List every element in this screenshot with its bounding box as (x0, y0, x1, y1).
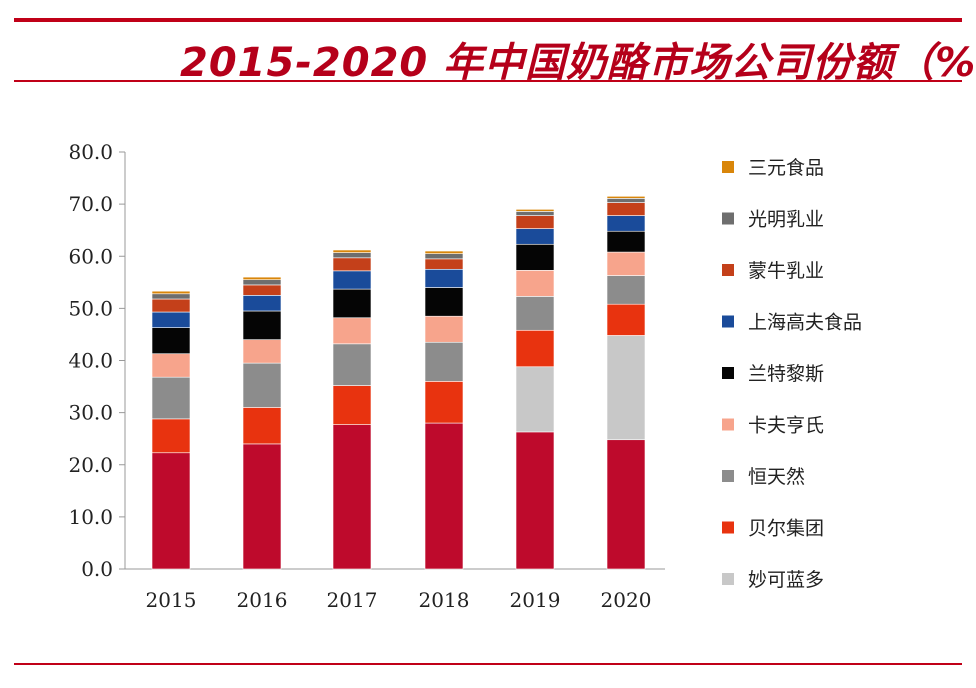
bar-segment-2019-兰特黎斯 (515, 243, 555, 271)
legend-swatch (722, 521, 734, 534)
bar-segment-2019-三元食品 (515, 209, 555, 212)
bar-segment-2016-兰特黎斯 (242, 310, 282, 340)
bar-segment-2019-蒙牛乳业 (515, 215, 555, 229)
bar-segment-2018-卡夫亨氏 (424, 315, 464, 343)
legend-label: 妙可蓝多 (748, 569, 824, 591)
bar-segment-2018-光明乳业 (424, 253, 464, 260)
legend-swatch (722, 573, 734, 585)
bar-segment-2017-贝尔集团 (332, 385, 372, 425)
bar-segment-2017-蒙牛乳业 (332, 257, 372, 272)
bar-segment-2020-卡夫亨氏 (606, 251, 646, 276)
legend-swatch (722, 367, 734, 379)
legend-swatch (722, 418, 734, 431)
y-tick-label: 10.0 (68, 505, 113, 529)
y-tick-label: 80.0 (68, 140, 113, 164)
x-tick-label: 2018 (419, 588, 470, 612)
bar-segment-2018-兰特黎斯 (424, 287, 464, 317)
bar-segment-2020-三元食品 (606, 196, 646, 199)
bar-segment-2015-恒天然 (151, 376, 191, 420)
bar-segment-2018-上海高夫食品 (424, 268, 464, 288)
bar-segment-2016-蒙牛乳业 (242, 284, 282, 296)
bar-segment-2018-蒙牛乳业 (424, 258, 464, 270)
y-tick-label: 60.0 (68, 244, 113, 268)
legend-swatch (722, 161, 734, 173)
bar-segment-2018-恒天然 (424, 341, 464, 382)
bar-segment-2018-base (424, 422, 464, 570)
bar-segment-2016-三元食品 (242, 276, 282, 281)
bar-segment-2020-蒙牛乳业 (606, 202, 646, 216)
bar-segment-2019-光明乳业 (515, 211, 555, 216)
legend-label: 三元食品 (748, 157, 824, 179)
bar-segment-2015-base (151, 452, 191, 570)
bar-segment-2019-卡夫亨氏 (515, 270, 555, 297)
top-rule (14, 18, 962, 22)
bar-segment-2015-光明乳业 (151, 293, 191, 300)
legend-label: 贝尔集团 (748, 518, 824, 540)
bar-segment-2020-base (606, 439, 646, 570)
bar-segment-2019-妙可蓝多 (515, 366, 555, 433)
chart-title: 2015-2020 年中国奶酪市场公司份额（%） (180, 40, 976, 86)
bar-segment-2020-光明乳业 (606, 198, 646, 203)
bar-segment-2015-上海高夫食品 (151, 311, 191, 328)
bottom-rule (14, 663, 962, 665)
legend-label: 恒天然 (748, 466, 805, 488)
legend-swatch (722, 315, 734, 328)
bar-segment-2016-上海高夫食品 (242, 295, 282, 312)
x-tick-label: 2020 (601, 588, 652, 612)
bar-segment-2019-base (515, 431, 555, 570)
legend-swatch (722, 264, 734, 276)
bar-segment-2020-贝尔集团 (606, 303, 646, 336)
bar-segment-2017-卡夫亨氏 (332, 317, 372, 345)
bar-segment-2018-三元食品 (424, 250, 464, 254)
bar-segment-2017-上海高夫食品 (332, 270, 372, 290)
bar-segment-2020-妙可蓝多 (606, 335, 646, 441)
bar-segment-2017-恒天然 (332, 343, 372, 386)
bar-segment-2020-上海高夫食品 (606, 215, 646, 232)
legend-swatch (722, 212, 734, 225)
y-tick-label: 0.0 (81, 557, 113, 581)
x-tick-label: 2019 (510, 588, 561, 612)
legend-label: 蒙牛乳业 (748, 260, 824, 282)
bar-segment-2020-恒天然 (606, 275, 646, 305)
legend-swatch (722, 470, 734, 482)
legend-label: 上海高夫食品 (748, 312, 862, 334)
x-tick-label: 2016 (237, 588, 288, 612)
bar-segment-2018-贝尔集团 (424, 381, 464, 424)
y-tick-label: 20.0 (68, 453, 113, 477)
y-tick-label: 50.0 (68, 296, 113, 320)
bar-segment-2019-恒天然 (515, 296, 555, 331)
bar-segment-2016-恒天然 (242, 362, 282, 408)
bar-segment-2016-卡夫亨氏 (242, 339, 282, 364)
bar-segment-2017-兰特黎斯 (332, 288, 372, 319)
x-tick-label: 2015 (146, 588, 197, 612)
y-tick-label: 70.0 (68, 192, 113, 216)
bar-segment-2015-兰特黎斯 (151, 327, 191, 355)
y-tick-label: 40.0 (68, 349, 113, 373)
bar-segment-2015-蒙牛乳业 (151, 298, 191, 313)
bar-segment-2015-三元食品 (151, 290, 191, 295)
bar-segment-2016-光明乳业 (242, 279, 282, 286)
bar-segment-2017-三元食品 (332, 249, 372, 253)
x-tick-label: 2017 (327, 588, 378, 612)
bar-segment-2015-贝尔集团 (151, 418, 191, 454)
legend-label: 光明乳业 (748, 209, 824, 231)
bar-segment-2016-base (242, 443, 282, 570)
bar-segment-2017-光明乳业 (332, 252, 372, 259)
bar-segment-2019-贝尔集团 (515, 329, 555, 368)
title-rule (14, 80, 962, 82)
bar-segment-2016-贝尔集团 (242, 407, 282, 445)
legend-label: 卡夫亨氏 (748, 415, 824, 437)
bar-segment-2020-兰特黎斯 (606, 230, 646, 253)
bar-segment-2017-base (332, 424, 372, 570)
bar-segment-2015-卡夫亨氏 (151, 353, 191, 378)
legend-label: 兰特黎斯 (748, 363, 824, 385)
y-tick-label: 30.0 (68, 401, 113, 425)
bar-segment-2019-上海高夫食品 (515, 228, 555, 245)
